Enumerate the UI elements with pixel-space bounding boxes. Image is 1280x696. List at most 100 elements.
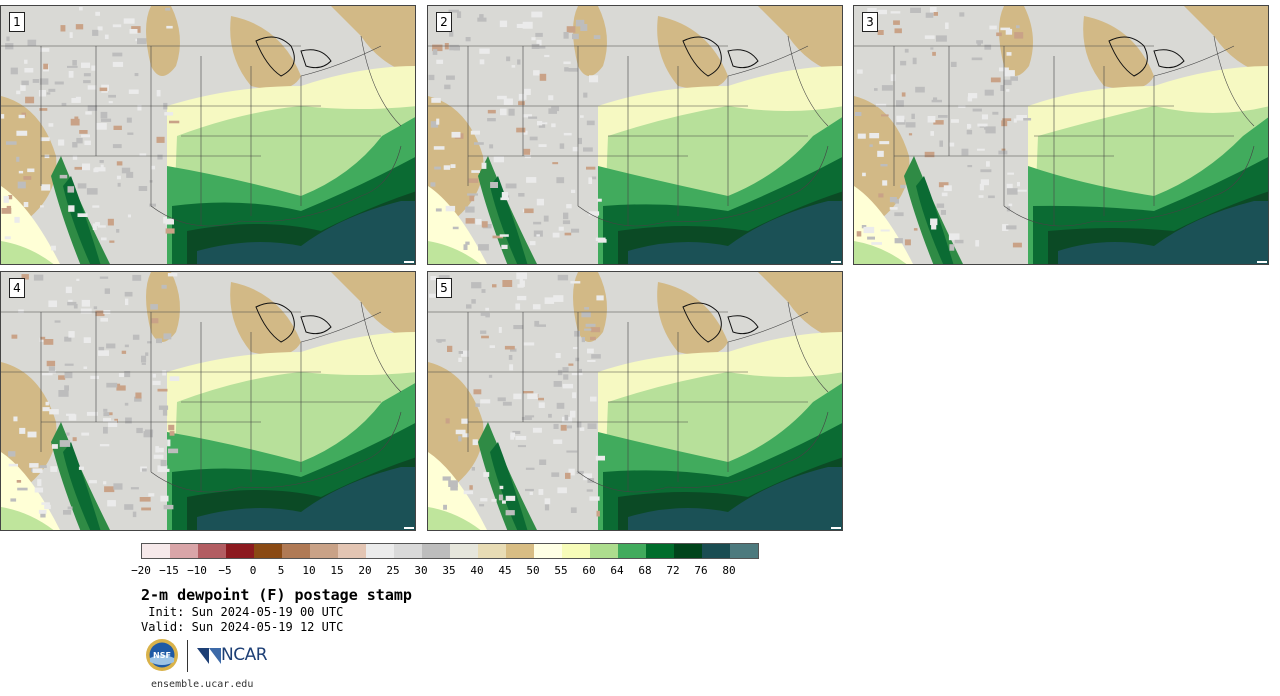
terrain-speckle — [1007, 188, 1018, 195]
terrain-speckle — [64, 363, 74, 366]
terrain-speckle — [40, 336, 46, 340]
terrain-speckle — [436, 339, 446, 342]
terrain-speckle — [18, 114, 25, 119]
terrain-speckle — [458, 351, 463, 354]
terrain-speckle — [949, 142, 955, 147]
terrain-speckle — [97, 26, 103, 31]
colorbar-swatch — [366, 544, 394, 558]
terrain-speckle — [520, 280, 525, 287]
init-time: Init: Sun 2024-05-19 00 UTC — [141, 605, 344, 619]
terrain-speckle — [103, 412, 110, 417]
terrain-speckle — [152, 373, 156, 378]
terrain-speckle — [132, 511, 137, 518]
terrain-speckle — [941, 192, 948, 197]
border-line — [1003, 145, 1255, 227]
terrain-speckle — [497, 95, 507, 100]
terrain-speckle — [584, 307, 589, 310]
terrain-speckle — [125, 298, 129, 306]
border-line — [150, 145, 402, 227]
terrain-speckle — [83, 366, 88, 369]
dewpoint-map-3 — [854, 6, 1268, 264]
terrain-speckle — [532, 427, 542, 433]
logo-divider — [187, 640, 188, 672]
terrain-speckle — [141, 355, 147, 363]
terrain-speckle — [1008, 203, 1013, 207]
terrain-speckle — [889, 207, 898, 210]
terrain-speckle — [124, 371, 131, 378]
terrain-speckle — [580, 115, 584, 118]
terrain-speckle — [583, 147, 593, 152]
terrain-speckle — [97, 225, 106, 228]
terrain-speckle — [101, 237, 107, 241]
colorbar-swatch — [170, 544, 198, 558]
terrain-speckle — [121, 350, 127, 354]
terrain-speckle — [518, 101, 525, 106]
terrain-speckle — [445, 418, 450, 424]
terrain-speckle — [861, 225, 867, 229]
terrain-speckle — [556, 177, 565, 184]
colorbar-tick-label: 60 — [582, 564, 596, 577]
terrain-speckle — [41, 502, 50, 505]
terrain-speckle — [523, 130, 528, 135]
terrain-speckle — [461, 418, 469, 424]
terrain-speckle — [156, 447, 164, 453]
terrain-speckle — [890, 11, 901, 14]
terrain-speckle — [548, 413, 552, 418]
terrain-speckle — [499, 485, 504, 490]
terrain-speckle — [564, 232, 572, 236]
dewpoint-region — [197, 201, 415, 264]
terrain-speckle — [927, 116, 936, 123]
terrain-speckle — [904, 48, 909, 53]
colorbar-tick-label: 50 — [526, 564, 540, 577]
terrain-speckle — [557, 487, 567, 494]
terrain-speckle — [64, 336, 72, 342]
terrain-speckle — [1002, 118, 1012, 121]
terrain-speckle — [42, 407, 50, 412]
terrain-speckle — [27, 168, 35, 173]
colorbar-swatch — [534, 544, 562, 558]
lake-outline — [682, 36, 722, 77]
terrain-speckle — [471, 282, 482, 289]
terrain-speckle — [46, 92, 51, 95]
terrain-speckle — [950, 119, 959, 123]
terrain-speckle — [32, 468, 43, 473]
terrain-speckle — [108, 101, 113, 104]
terrain-speckle — [984, 89, 994, 96]
terrain-speckle — [92, 29, 99, 36]
terrain-speckle — [500, 197, 509, 201]
terrain-speckle — [597, 198, 602, 202]
terrain-speckle — [880, 164, 888, 167]
terrain-speckle — [572, 146, 579, 152]
terrain-speckle — [137, 38, 147, 45]
terrain-speckle — [583, 92, 588, 98]
terrain-speckle — [48, 123, 54, 127]
terrain-speckle — [471, 299, 476, 304]
terrain-speckle — [568, 468, 575, 476]
terrain-speckle — [141, 468, 147, 472]
terrain-speckle — [156, 338, 162, 344]
colorbar-tick-label: 72 — [666, 564, 680, 577]
dewpoint-region — [999, 6, 1033, 76]
terrain-speckle — [543, 215, 549, 222]
terrain-speckle — [18, 309, 24, 313]
colorbar-tick-label: 64 — [610, 564, 624, 577]
terrain-speckle — [552, 162, 559, 165]
terrain-speckle — [566, 204, 572, 209]
terrain-speckle — [949, 244, 955, 251]
dewpoint-region — [230, 16, 301, 90]
terrain-speckle — [473, 389, 482, 395]
terrain-speckle — [538, 489, 544, 495]
terrain-speckle — [981, 114, 988, 120]
terrain-speckle — [452, 226, 459, 230]
terrain-speckle — [910, 7, 921, 13]
terrain-speckle — [160, 495, 169, 502]
terrain-speckle — [164, 112, 174, 116]
terrain-speckle — [1006, 183, 1013, 189]
terrain-speckle — [571, 189, 576, 193]
terrain-speckle — [932, 51, 936, 56]
dewpoint-region — [1083, 16, 1154, 90]
lake-outline — [682, 302, 722, 343]
terrain-speckle — [23, 202, 29, 208]
dewpoint-region — [197, 467, 415, 530]
terrain-speckle — [43, 339, 54, 345]
